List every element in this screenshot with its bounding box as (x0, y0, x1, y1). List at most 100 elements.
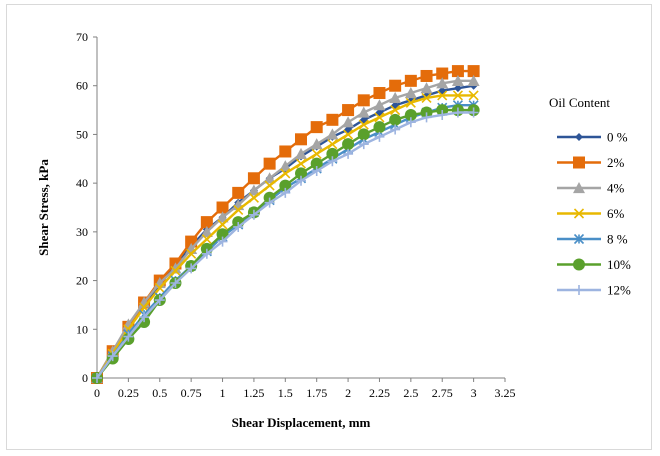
data-point (342, 138, 355, 151)
legend-item: 0 % (557, 130, 628, 145)
legend-label: 12% (607, 283, 631, 298)
y-axis-title: Shear Stress, kPa (36, 159, 51, 256)
data-point (247, 184, 260, 196)
data-point (343, 129, 354, 140)
data-point (573, 208, 585, 219)
y-axis: 0 10 20 30 40 50 60 70 (76, 30, 97, 385)
data-point (390, 105, 401, 116)
data-point (217, 219, 228, 230)
legend-label: 6% (607, 206, 625, 221)
data-point (216, 211, 229, 223)
data-point (310, 121, 323, 134)
data-point (186, 248, 197, 259)
legend-item: 8 % (557, 232, 628, 247)
data-point (264, 180, 275, 191)
x-tick-label: 2.5 (403, 386, 418, 400)
y-tick-label: 0 (82, 371, 88, 385)
legend-item: 10% (557, 257, 631, 272)
data-point (327, 139, 338, 150)
data-point (573, 182, 585, 194)
data-point (248, 192, 259, 203)
data-point (217, 236, 228, 247)
legend-label: 10% (607, 257, 631, 272)
data-point (405, 97, 416, 108)
data-point (310, 138, 323, 150)
data-point (263, 172, 276, 184)
data-point (468, 107, 479, 118)
data-point (358, 119, 369, 130)
series-3 (91, 74, 480, 384)
x-axis: 0 0.25 0.5 0.75 1 1.25 1.5 1.75 2 2.25 2.5 2.75 3 3.2… (94, 378, 516, 400)
data-point (200, 216, 213, 229)
x-tick-label: 0.25 (118, 386, 139, 400)
data-point (436, 67, 449, 80)
data-point (343, 148, 354, 159)
data-point (311, 165, 322, 176)
data-point (436, 77, 449, 89)
data-point (421, 92, 432, 103)
data-point (279, 145, 292, 158)
data-point (232, 186, 245, 199)
data-point (279, 179, 292, 192)
y-tick-label: 70 (76, 30, 88, 44)
data-point (216, 201, 229, 214)
data-point (295, 147, 307, 160)
y-tick-label: 10 (76, 322, 88, 336)
x-tick-label: 0.75 (181, 386, 202, 400)
data-point (201, 234, 212, 245)
x-tick-label: 1.25 (243, 386, 264, 400)
data-point (404, 108, 417, 121)
data-point (170, 265, 181, 276)
data-point (573, 156, 585, 169)
data-point (373, 121, 386, 134)
x-tick-label: 1.75 (306, 386, 327, 400)
data-point (421, 112, 432, 123)
data-point (575, 133, 583, 141)
data-point (573, 233, 585, 245)
data-point (452, 107, 463, 118)
data-point (279, 160, 292, 172)
data-point (437, 109, 448, 120)
data-point (342, 116, 355, 128)
data-point (374, 131, 385, 142)
data-point (296, 175, 306, 186)
x-tick-label: 2 (345, 386, 351, 400)
x-tick-label: 2.75 (432, 386, 453, 400)
data-point (107, 351, 118, 362)
data-point (467, 74, 480, 86)
data-point (389, 91, 402, 103)
series-5 (91, 100, 479, 384)
y-tick-label: 20 (76, 274, 88, 288)
data-point (295, 133, 307, 146)
legend-item: 2% (557, 155, 625, 170)
series-line (95, 69, 474, 379)
data-point (264, 197, 275, 208)
data-point (154, 295, 165, 306)
data-point (390, 124, 401, 135)
series-4 (91, 90, 479, 384)
data-point (311, 148, 322, 159)
x-tick-label: 1 (220, 386, 226, 400)
x-tick-label: 2.25 (369, 386, 390, 400)
data-point (453, 84, 462, 93)
data-point (389, 79, 402, 92)
data-point (280, 187, 291, 198)
legend: 0 % 2% 4% 6% 8 % 10% 12% (557, 130, 631, 298)
y-tick-label: 40 (76, 176, 88, 190)
data-point (326, 113, 339, 126)
data-point (169, 262, 182, 274)
x-tick-label: 3 (471, 386, 477, 400)
data-point (404, 74, 417, 87)
data-point (389, 113, 402, 126)
data-point (233, 221, 244, 232)
x-tick-label: 0.5 (152, 386, 167, 400)
data-point (139, 312, 150, 323)
data-point (373, 99, 386, 111)
legend-title: Oil Content (549, 95, 610, 110)
data-point (451, 65, 464, 78)
data-point (342, 104, 355, 117)
series-line (95, 94, 474, 379)
data-point (452, 90, 463, 101)
data-point (420, 82, 433, 94)
